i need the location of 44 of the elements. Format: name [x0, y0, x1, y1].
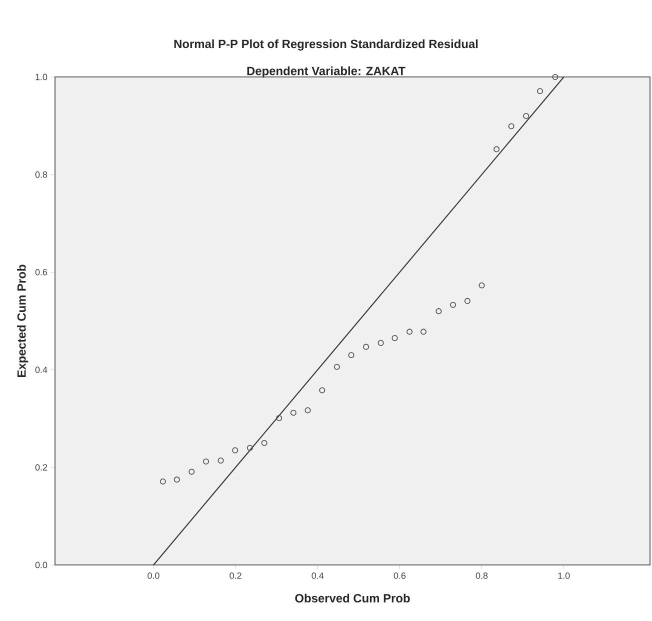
point — [537, 88, 544, 94]
point — [392, 335, 398, 342]
x-axis-title: Observed Cum Prob — [295, 594, 410, 602]
point — [319, 387, 326, 394]
chart-subtitle: Dependent Variable: ZAKAT — [247, 66, 406, 78]
y-tick-label: 0.2 — [35, 464, 48, 471]
point — [290, 410, 296, 416]
y-tick-label: 0.4 — [35, 366, 48, 373]
point — [406, 328, 413, 335]
point — [232, 447, 238, 454]
x-tick-label: 1.0 — [558, 572, 570, 579]
x-tick-label: 0.6 — [394, 572, 406, 579]
point — [494, 146, 500, 152]
point — [261, 440, 268, 446]
point — [464, 298, 470, 304]
point — [174, 476, 180, 483]
y-tick-label: 0.8 — [35, 171, 48, 178]
y-tick-label: 0.0 — [35, 562, 48, 568]
point — [160, 478, 166, 485]
y-tick-label: 1.0 — [36, 74, 48, 80]
point — [436, 308, 442, 314]
point — [348, 352, 354, 358]
x-tick-label: 0.4 — [312, 572, 324, 579]
point — [246, 444, 253, 451]
x-tick-label: 0.8 — [476, 572, 488, 579]
x-tick-label: 0.2 — [230, 572, 242, 579]
point — [202, 458, 210, 465]
point — [478, 282, 485, 288]
chart-title: Normal P-P Plot of Regression Standardized Residual — [174, 39, 478, 51]
y-axis-title: Expected Cum Prob — [17, 264, 28, 377]
point — [508, 123, 514, 130]
point — [304, 407, 311, 414]
point — [552, 74, 558, 80]
point — [420, 328, 427, 335]
point — [188, 468, 195, 475]
point — [523, 112, 530, 120]
point — [363, 344, 370, 350]
point — [378, 340, 384, 346]
point — [218, 458, 224, 464]
point — [450, 302, 456, 308]
point — [276, 415, 282, 422]
x-tick-label: 0.0 — [148, 572, 160, 579]
y-tick-label: 0.6 — [35, 269, 48, 276]
point — [334, 364, 340, 370]
